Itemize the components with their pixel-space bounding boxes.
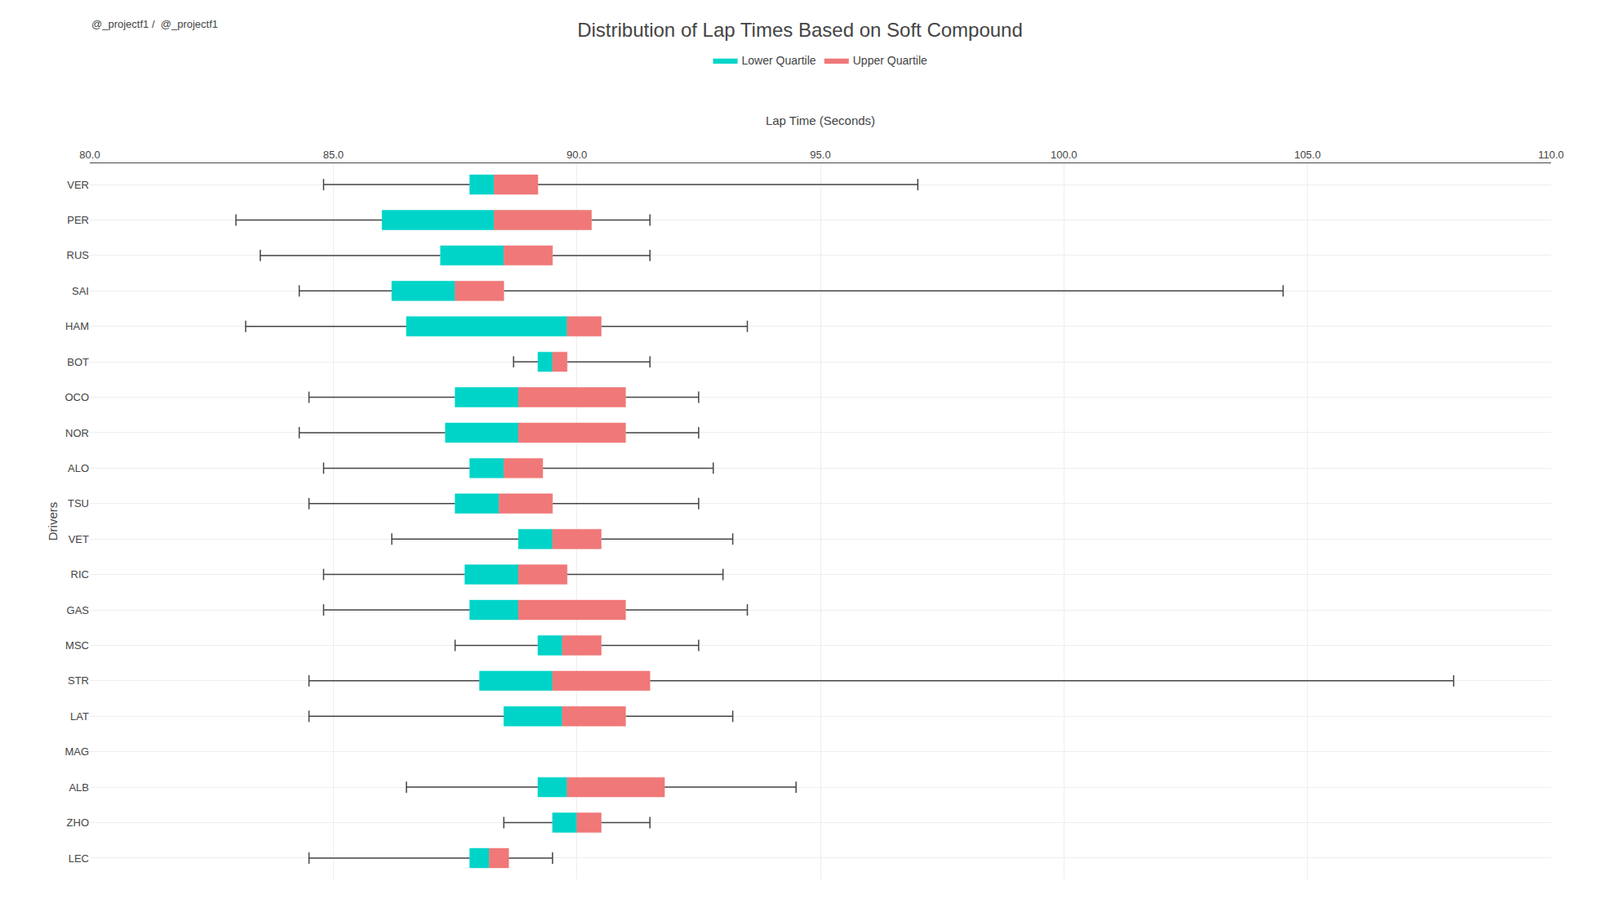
svg-text:ZHO: ZHO [66,816,89,829]
svg-text:NOR: NOR [65,426,89,440]
svg-text:PER: PER [66,213,89,227]
svg-text:85.0: 85.0 [323,148,344,161]
svg-text:BOT: BOT [66,355,89,369]
svg-text:SAI: SAI [71,284,89,298]
svg-text:MAG: MAG [64,745,89,758]
svg-text:RUS: RUS [66,248,90,262]
svg-text:RIC: RIC [71,568,89,581]
svg-text:ALB: ALB [68,781,89,794]
svg-text:ALO: ALO [67,462,89,475]
svg-text:VET: VET [68,533,89,546]
svg-text:GAS: GAS [66,604,90,617]
svg-text:@_projectf1 / @_projectf1: @_projectf1 / @_projectf1 [91,17,218,31]
svg-text:90.0: 90.0 [566,148,587,161]
svg-text:95.0: 95.0 [809,148,831,161]
svg-text:110.0: 110.0 [1537,148,1565,161]
svg-text:80.0: 80.0 [79,148,100,161]
svg-text:TSU: TSU [67,497,89,510]
svg-text:MSC: MSC [65,639,89,652]
svg-text:STR: STR [67,674,89,687]
svg-text:Lap Time (Seconds): Lap Time (Seconds) [765,113,876,128]
svg-text:Distribution of Lap Times Base: Distribution of Lap Times Based on Soft … [577,18,1023,41]
svg-text:VER: VER [66,178,89,192]
svg-text:HAM: HAM [65,320,89,333]
svg-text:LAT: LAT [70,710,89,723]
svg-text:100.0: 100.0 [1050,148,1078,161]
svg-text:Upper Quartile: Upper Quartile [853,53,928,67]
svg-text:Lower Quartile: Lower Quartile [742,53,817,67]
svg-text:LEC: LEC [68,852,89,865]
svg-text:OCO: OCO [64,391,89,404]
svg-text:Drivers: Drivers [45,502,60,542]
svg-text:105.0: 105.0 [1293,148,1321,161]
